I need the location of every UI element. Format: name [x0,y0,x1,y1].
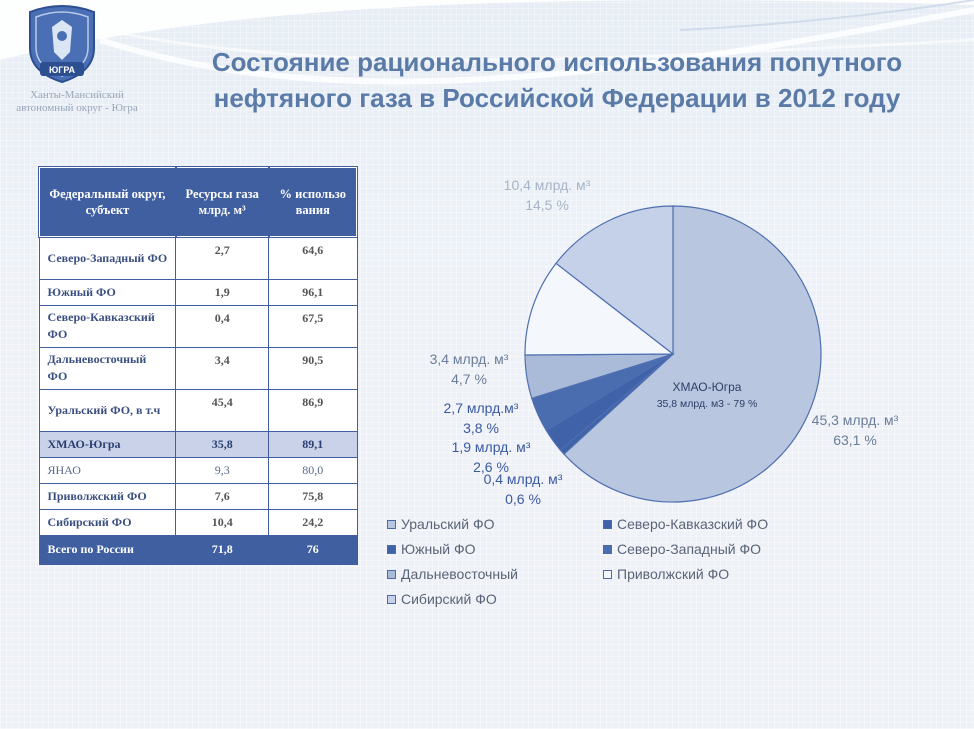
pie-slice-uralsky [563,205,822,503]
legend-item: Сибирский ФО [387,589,603,609]
caption-line-2: автономный округ - Югра [16,102,138,114]
row-resources: 2,7 [175,236,270,280]
row-percent: 80,0 [268,456,358,484]
legend-label: Дальневосточный [401,566,518,582]
annotation-title: ХМАО-Югра [673,380,742,394]
table-header-row: Федеральный округ, субъект Ресурсы газа … [38,166,359,238]
legend-label: Южный ФО [401,541,476,557]
legend-swatch [603,519,612,529]
total-percent: 76 [268,534,358,565]
pie-chart: 45,3 млрд. м³ 63,1 % 0,4 млрд. м³ 0,6 % 1,9 … [430,177,899,507]
row-percent: 90,5 [268,346,358,390]
table-row-highlighted: ХМАО-Югра 35,8 89,1 [38,430,358,458]
table-row: Южный ФО 1,9 96,1 [38,278,358,306]
table-row: Сибирский ФО 10,4 24,2 [38,508,358,536]
legend-label: Уральский ФО [401,516,495,532]
row-name: Северо-Кавказский ФО [38,304,177,348]
pie-slice-sibir [555,205,674,356]
row-name: Сибирский ФО [38,508,177,536]
row-resources: 9,3 [175,456,270,484]
page-title: Состояние рационального использования по… [162,44,952,116]
legend-item: Северо-Кавказский ФО [603,514,863,534]
total-resources: 71,8 [175,534,270,565]
total-name: Всего по России [38,534,177,565]
annotation-value: 35,8 млрд. м3 - 79 % [657,398,758,410]
slice-value-label: 1,9 млрд. м³ [452,439,531,455]
emblem-caption: Ханты-Мансийский автономный округ - Югра [2,89,152,115]
table-total-row: Всего по России 71,8 76 [38,534,358,565]
legend-label: Сибирский ФО [401,591,497,607]
row-resources: 7,6 [175,482,270,510]
row-percent: 96,1 [268,278,358,306]
slice-value-label: 10,4 млрд. м³ [504,177,591,193]
table-row: Уральский ФО, в т.ч 45,4 86,9 [38,388,358,432]
legend-swatch [387,569,396,579]
row-name: ЯНАО [38,456,177,484]
legend-item: Приволжский ФО [603,564,863,584]
legend-item: Южный ФО [387,539,603,559]
row-resources: 35,8 [175,430,270,458]
header-percent: % использо вания [267,166,359,238]
row-resources: 1,9 [175,278,270,306]
row-resources: 3,4 [175,346,270,390]
row-percent: 24,2 [268,508,358,536]
legend-label: Северо-Кавказский ФО [617,516,769,532]
legend-item: Уральский ФО [387,514,603,534]
legend-swatch [387,594,396,604]
slice-value-label: 0,4 млрд. м³ [484,471,563,487]
table-row: Северо-Кавказский ФО 0,4 67,5 [38,304,358,348]
legend-item: Дальневосточный [387,564,603,584]
legend-swatch [387,519,396,529]
slice-value-label: 3,4 млрд. м³ [430,351,509,367]
row-percent: 75,8 [268,482,358,510]
legend-swatch [387,544,396,554]
row-resources: 45,4 [175,388,270,432]
legend-item: Северо-Западный ФО [603,539,863,559]
header-swoosh [0,0,974,85]
slice-percent-label: 0,6 % [505,491,541,507]
slice-percent-label: 4,7 % [451,371,487,387]
slice-percent-label: 14,5 % [525,197,569,213]
slice-percent-label: 63,1 % [833,432,877,448]
legend-label: Приволжский ФО [617,566,730,582]
row-name: Приволжский ФО [38,482,177,510]
emblem-logo: ЮГРА [22,2,102,86]
slice-percent-label: 3,8 % [463,420,499,436]
legend-swatch [603,544,612,554]
row-name: Дальневосточный ФО [38,346,177,390]
slice-percent-label: 2,6 % [473,459,509,475]
row-percent: 64,6 [268,236,358,280]
emblem-text: ЮГРА [49,65,76,75]
row-name: ХМАО-Югра [38,430,177,458]
legend-swatch [603,569,612,579]
row-percent: 89,1 [268,430,358,458]
header-resources: Ресурсы газа млрд. м³ [174,166,270,238]
gas-resources-table: Федеральный округ, субъект Ресурсы газа … [38,166,359,565]
table-row: ЯНАО 9,3 80,0 [38,456,358,484]
legend-label: Северо-Западный ФО [617,541,762,557]
row-resources: 10,4 [175,508,270,536]
row-percent: 67,5 [268,304,358,348]
row-percent: 86,9 [268,388,358,432]
title-line-2: нефтяного газа в Российской Федерации в … [213,83,901,113]
slice-value-label: 2,7 млрд.м³ [444,400,519,416]
title-line-1: Состояние рационального использования по… [211,47,903,77]
slice-value-label: 45,3 млрд. м³ [812,412,899,428]
row-name: Южный ФО [38,278,177,306]
table-row: Приволжский ФО 7,6 75,8 [38,482,358,510]
chart-legend: Уральский ФО Северо-Кавказский ФО Южный ФО… [387,514,867,609]
row-resources: 0,4 [175,304,270,348]
table-row: Дальневосточный ФО 3,4 90,5 [38,346,358,390]
table-row: Северо-Западный ФО 2,7 64,6 [38,236,358,280]
pie-slice-privolzh [524,262,675,356]
caption-line-1: Ханты-Мансийский [30,89,124,101]
header-district: Федеральный округ, субъект [38,166,177,238]
row-name: Уральский ФО, в т.ч [38,388,177,432]
row-name: Северо-Западный ФО [38,236,177,280]
